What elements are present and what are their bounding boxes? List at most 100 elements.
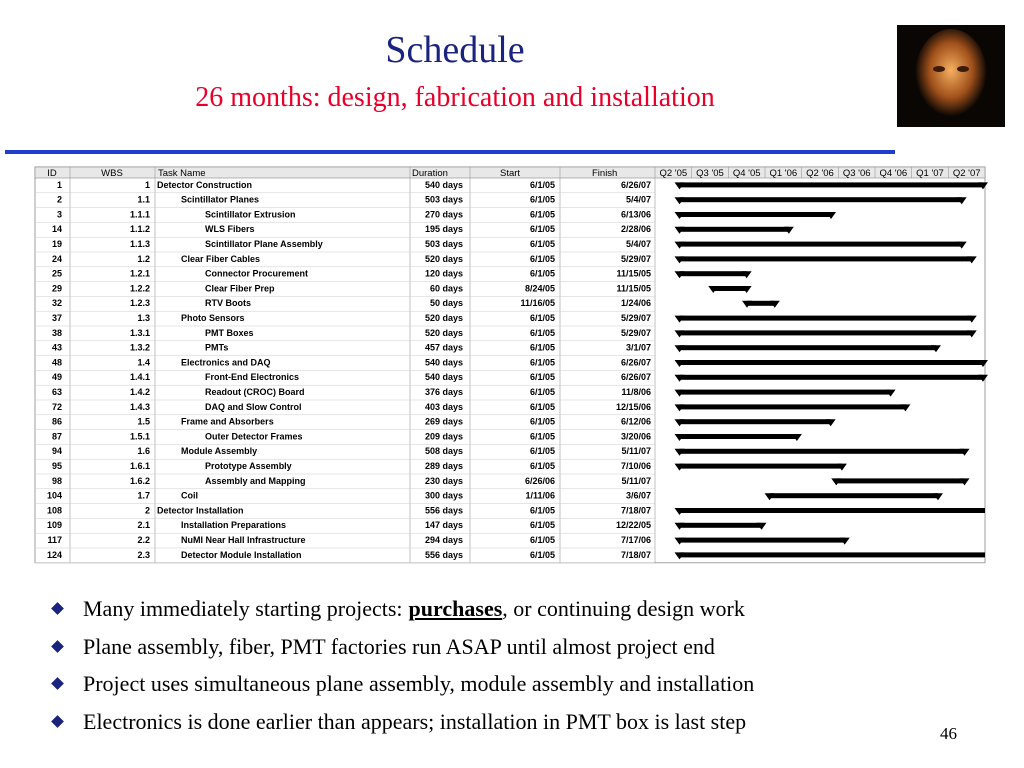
cell-task: PMTs bbox=[205, 343, 228, 353]
cell-wbs: 1.2.1 bbox=[130, 269, 150, 279]
cell-id: 98 bbox=[52, 476, 62, 486]
bar-end bbox=[708, 286, 719, 293]
gantt-bar bbox=[679, 330, 972, 336]
bar-end bbox=[674, 256, 685, 264]
cell-id: 109 bbox=[47, 520, 62, 530]
gantt-table: ID WBS Task Name Duration Start Finish Q2 '05 Q… bbox=[34, 166, 988, 564]
cell-wbs: 2.2 bbox=[137, 535, 150, 545]
photo bbox=[897, 25, 1005, 127]
cell-id: 124 bbox=[47, 550, 62, 560]
cell-id: 43 bbox=[52, 343, 62, 353]
gantt-bar bbox=[679, 197, 962, 203]
cell-start: 6/1/05 bbox=[530, 520, 555, 530]
bar-end bbox=[742, 300, 753, 308]
gantt-bar bbox=[679, 463, 842, 469]
cell-duration: 270 days bbox=[425, 209, 463, 219]
cell-duration: 520 days bbox=[425, 254, 463, 264]
cell-finish: 5/29/07 bbox=[621, 254, 651, 264]
cell-duration: 269 days bbox=[425, 417, 463, 427]
cell-duration: 556 days bbox=[425, 550, 463, 560]
cell-duration: 556 days bbox=[425, 505, 463, 515]
cell-finish: 5/29/07 bbox=[621, 313, 651, 323]
cell-start: 6/1/05 bbox=[530, 269, 555, 279]
bar-end bbox=[674, 345, 685, 353]
cell-wbs: 2 bbox=[145, 505, 150, 515]
bar-end bbox=[674, 552, 685, 560]
bar-end bbox=[977, 360, 988, 367]
cell-id: 25 bbox=[52, 269, 62, 279]
cell-duration: 50 days bbox=[430, 298, 463, 308]
bar-end bbox=[764, 493, 775, 501]
cell-task: Coil bbox=[181, 491, 198, 501]
cell-duration: 294 days bbox=[425, 535, 463, 545]
gantt-bar bbox=[679, 508, 985, 513]
cell-start: 6/1/05 bbox=[530, 535, 555, 545]
cell-duration: 520 days bbox=[425, 328, 463, 338]
bar-end bbox=[966, 256, 977, 264]
cell-wbs: 1.1 bbox=[137, 195, 150, 205]
cell-id: 29 bbox=[52, 283, 62, 293]
cell-task: Scintillator Planes bbox=[181, 195, 259, 205]
bullet: Project uses simultaneous plane assembly… bbox=[45, 665, 754, 703]
cell-finish: 11/15/05 bbox=[616, 283, 651, 293]
bullet-list: Many immediately starting projects: purch… bbox=[45, 590, 754, 740]
quarter-header: Q4 '05 bbox=[733, 168, 761, 179]
bar-end bbox=[959, 448, 970, 456]
cell-finish: 3/6/07 bbox=[626, 491, 651, 501]
bar-end bbox=[756, 522, 767, 530]
cell-task: Clear Fiber Prep bbox=[205, 283, 275, 293]
cell-task: Electronics and DAQ bbox=[181, 357, 271, 367]
cell-finish: 5/4/07 bbox=[626, 195, 651, 205]
bar-end bbox=[966, 330, 977, 338]
gantt-bar bbox=[679, 419, 831, 425]
cell-finish: 7/10/06 bbox=[621, 461, 651, 471]
cell-finish: 5/11/07 bbox=[621, 446, 651, 456]
title: Schedule bbox=[385, 29, 525, 71]
cell-start: 6/1/05 bbox=[530, 328, 555, 338]
cell-finish: 7/18/07 bbox=[621, 550, 651, 560]
bar-end bbox=[900, 404, 911, 412]
cell-start: 6/1/05 bbox=[530, 387, 555, 397]
gantt-bar bbox=[679, 256, 972, 262]
cell-duration: 120 days bbox=[425, 269, 463, 279]
cell-start: 6/1/05 bbox=[530, 209, 555, 219]
bar-end bbox=[674, 360, 685, 367]
cell-task: Photo Sensors bbox=[181, 313, 245, 323]
bar-end bbox=[836, 463, 847, 471]
cell-finish: 2/28/06 bbox=[621, 224, 651, 234]
cell-start: 6/1/05 bbox=[530, 550, 555, 560]
cell-wbs: 1.4.1 bbox=[130, 372, 150, 382]
cell-duration: 195 days bbox=[425, 224, 463, 234]
gantt-bar bbox=[679, 552, 985, 558]
cell-task: Detector Module Installation bbox=[181, 550, 302, 560]
gantt-bar bbox=[679, 374, 983, 380]
gantt-bar bbox=[679, 345, 936, 351]
cell-id: 104 bbox=[47, 491, 62, 501]
cell-wbs: 1.1.2 bbox=[130, 224, 150, 234]
cell-wbs: 1.4.3 bbox=[130, 402, 150, 412]
cell-finish: 7/18/07 bbox=[621, 505, 651, 515]
cell-id: 49 bbox=[52, 372, 62, 382]
cell-wbs: 1.6.2 bbox=[130, 476, 150, 486]
cell-duration: 503 days bbox=[425, 239, 463, 249]
cell-start: 6/1/05 bbox=[530, 224, 555, 234]
cell-id: 14 bbox=[52, 224, 62, 234]
cell-duration: 230 days bbox=[425, 476, 463, 486]
quarter-header: Q2 '06 bbox=[806, 168, 834, 179]
cell-task: Detector Construction bbox=[157, 180, 252, 190]
cell-finish: 12/22/05 bbox=[616, 520, 651, 530]
cell-finish: 12/15/06 bbox=[616, 402, 651, 412]
cell-duration: 60 days bbox=[430, 283, 463, 293]
gantt-bar bbox=[679, 226, 789, 232]
gantt-bar bbox=[836, 478, 965, 484]
cell-finish: 6/26/07 bbox=[621, 357, 651, 367]
bullet-emphasis: purchases bbox=[408, 596, 503, 621]
gantt-bar bbox=[679, 241, 962, 247]
cell-task: Outer Detector Frames bbox=[205, 431, 303, 441]
bar-end bbox=[932, 493, 943, 501]
cell-id: 63 bbox=[52, 387, 62, 397]
cell-wbs: 1.1.1 bbox=[130, 209, 150, 219]
cell-task: PMT Boxes bbox=[205, 328, 254, 338]
column-header: WBS bbox=[101, 168, 123, 179]
bar-end bbox=[959, 478, 970, 486]
